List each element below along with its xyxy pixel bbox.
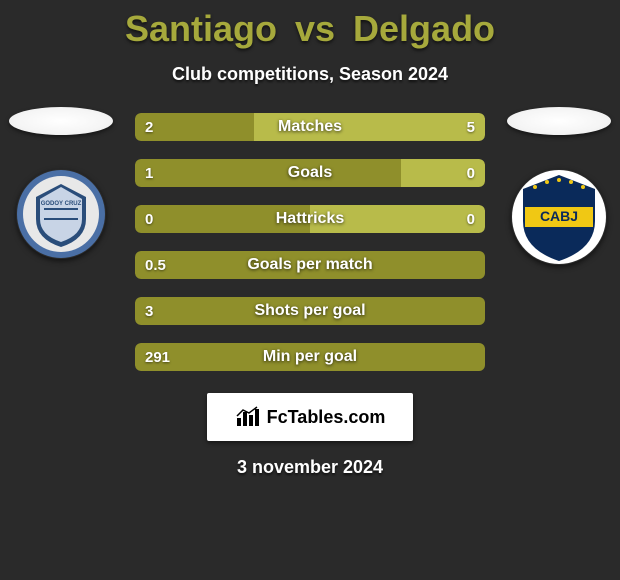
svg-text:GODOY CRUZ: GODOY CRUZ bbox=[41, 201, 82, 207]
stat-left-value: 0.5 bbox=[135, 251, 485, 279]
branding-badge[interactable]: FcTables.com bbox=[207, 393, 413, 441]
player-b-column: CABJ bbox=[504, 107, 614, 265]
player-a-silhouette bbox=[9, 107, 113, 135]
stat-left-value: 3 bbox=[135, 297, 485, 325]
crest-a-icon: GODOY CRUZ bbox=[16, 169, 106, 259]
player-b-silhouette bbox=[507, 107, 611, 135]
subtitle: Club competitions, Season 2024 bbox=[0, 64, 620, 85]
stat-row: 291Min per goal bbox=[135, 343, 485, 371]
stat-left-value: 0 bbox=[135, 205, 310, 233]
comparison-content: GODOY CRUZ CABJ 25Matches 10Goals 00Hattri… bbox=[0, 113, 620, 371]
player-a-name: Santiago bbox=[125, 8, 277, 50]
stat-right-value: 0 bbox=[401, 159, 485, 187]
page-title: Santiago vs Delgado bbox=[0, 0, 620, 50]
stat-row: 0.5Goals per match bbox=[135, 251, 485, 279]
stat-left-value: 2 bbox=[135, 113, 254, 141]
date-label: 3 november 2024 bbox=[0, 457, 620, 478]
stat-row: 00Hattricks bbox=[135, 205, 485, 233]
crest-b-icon: CABJ bbox=[511, 169, 607, 265]
stat-left-value: 291 bbox=[135, 343, 485, 371]
stat-row: 25Matches bbox=[135, 113, 485, 141]
player-a-column: GODOY CRUZ bbox=[6, 107, 116, 259]
player-b-club-crest: CABJ bbox=[511, 169, 607, 265]
stat-bars: 25Matches 10Goals 00Hattricks 0.5Goals per … bbox=[135, 113, 485, 371]
branding-text: FcTables.com bbox=[267, 407, 386, 428]
player-a-club-crest: GODOY CRUZ bbox=[16, 169, 106, 259]
stat-right-value: 5 bbox=[254, 113, 485, 141]
stat-right-value: 0 bbox=[310, 205, 485, 233]
svg-text:CABJ: CABJ bbox=[540, 208, 578, 224]
stat-left-value: 1 bbox=[135, 159, 401, 187]
stat-row: 3Shots per goal bbox=[135, 297, 485, 325]
vs-label: vs bbox=[295, 8, 335, 50]
bar-chart-icon bbox=[235, 406, 261, 428]
stat-row: 10Goals bbox=[135, 159, 485, 187]
player-b-name: Delgado bbox=[353, 8, 495, 50]
